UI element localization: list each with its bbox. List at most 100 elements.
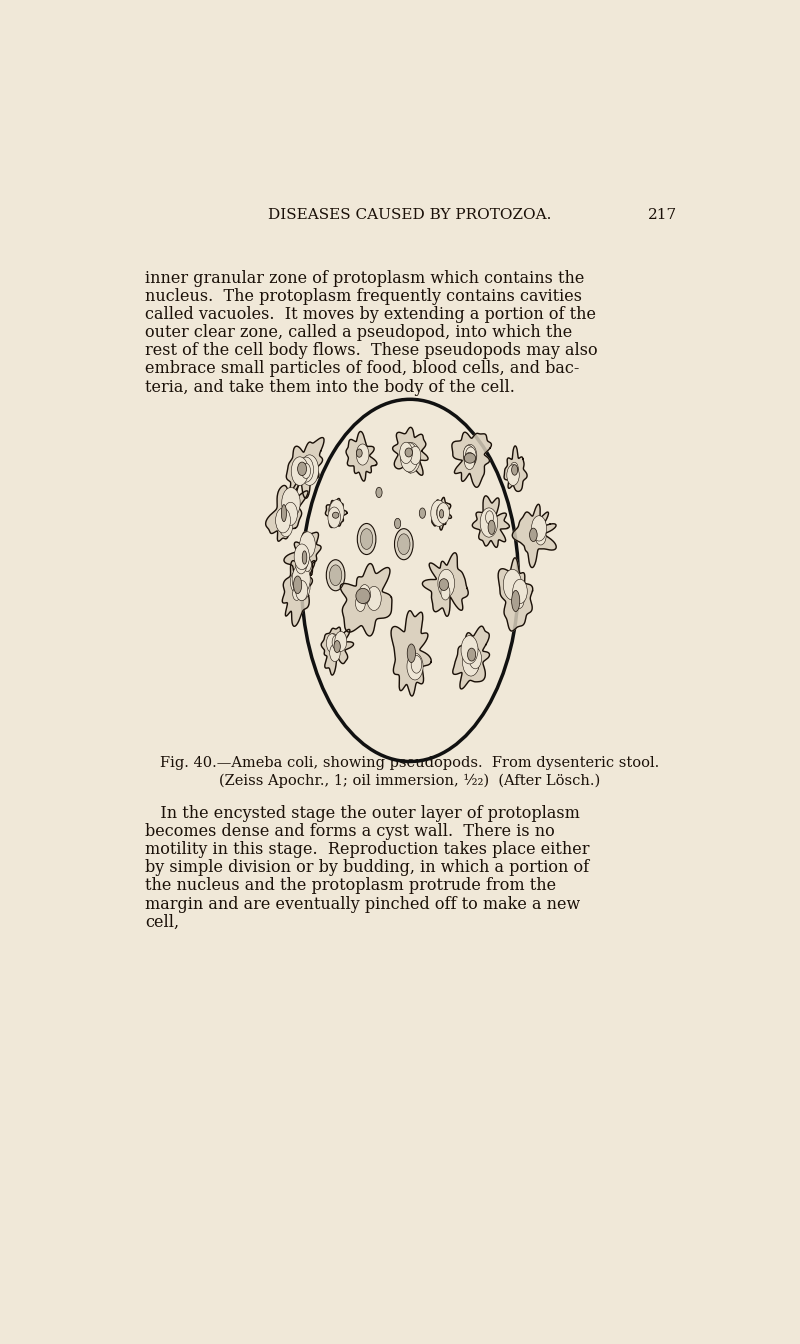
Circle shape <box>300 454 318 485</box>
Circle shape <box>461 636 478 664</box>
Circle shape <box>328 633 338 652</box>
Ellipse shape <box>334 641 340 653</box>
Circle shape <box>463 445 477 466</box>
Circle shape <box>469 648 482 669</box>
Circle shape <box>326 634 338 653</box>
Text: motility in this stage.  Reproduction takes place either: motility in this stage. Reproduction tak… <box>146 841 590 859</box>
Circle shape <box>407 653 423 680</box>
Circle shape <box>299 554 308 569</box>
Circle shape <box>326 559 345 591</box>
Polygon shape <box>453 626 490 689</box>
Circle shape <box>359 585 370 603</box>
Circle shape <box>355 595 366 612</box>
Circle shape <box>468 644 478 661</box>
Circle shape <box>290 570 304 594</box>
Polygon shape <box>340 563 392 636</box>
Circle shape <box>293 587 301 601</box>
Circle shape <box>367 586 382 610</box>
Circle shape <box>277 516 286 532</box>
Text: becomes dense and forms a cyst wall.  There is no: becomes dense and forms a cyst wall. The… <box>146 823 555 840</box>
Text: by simple division or by budding, in which a portion of: by simple division or by budding, in whi… <box>146 859 590 876</box>
Ellipse shape <box>356 589 370 603</box>
Circle shape <box>332 636 341 649</box>
Ellipse shape <box>467 648 476 661</box>
Circle shape <box>507 465 519 485</box>
Circle shape <box>302 464 310 478</box>
Ellipse shape <box>356 449 362 457</box>
Circle shape <box>462 648 479 676</box>
Circle shape <box>535 527 546 544</box>
Circle shape <box>400 442 413 464</box>
Ellipse shape <box>512 590 520 612</box>
Text: Fig. 40.—Ameba coli, showing pseudopods.  From dysenteric stool.: Fig. 40.—Ameba coli, showing pseudopods.… <box>160 757 660 770</box>
Circle shape <box>329 503 338 517</box>
Circle shape <box>431 500 446 527</box>
Polygon shape <box>346 431 377 481</box>
Circle shape <box>513 581 524 599</box>
Text: the nucleus and the protoplasm protrude from the: the nucleus and the protoplasm protrude … <box>146 878 556 894</box>
Circle shape <box>438 570 454 597</box>
Circle shape <box>329 500 344 524</box>
Circle shape <box>295 555 306 574</box>
Circle shape <box>356 444 369 465</box>
Circle shape <box>330 564 342 586</box>
Circle shape <box>358 523 376 555</box>
Text: rest of the cell body flows.  These pseudopods may also: rest of the cell body flows. These pseud… <box>146 343 598 359</box>
Circle shape <box>298 457 314 482</box>
Text: inner granular zone of protoplasm which contains the: inner granular zone of protoplasm which … <box>146 270 585 286</box>
Ellipse shape <box>530 528 537 542</box>
Circle shape <box>465 448 476 466</box>
Polygon shape <box>282 543 315 626</box>
Polygon shape <box>322 628 354 675</box>
Polygon shape <box>326 499 347 527</box>
Circle shape <box>361 528 373 550</box>
Polygon shape <box>504 446 527 492</box>
Text: outer clear zone, called a pseudopod, into which the: outer clear zone, called a pseudopod, in… <box>146 324 573 341</box>
Polygon shape <box>498 558 533 632</box>
Circle shape <box>511 579 520 594</box>
Circle shape <box>358 448 366 462</box>
Ellipse shape <box>302 551 307 564</box>
Polygon shape <box>452 433 491 488</box>
Circle shape <box>510 462 518 476</box>
Circle shape <box>436 508 444 523</box>
Ellipse shape <box>512 465 518 476</box>
Ellipse shape <box>298 462 306 476</box>
Circle shape <box>284 503 298 526</box>
Circle shape <box>299 461 310 478</box>
Text: cell,: cell, <box>146 914 179 930</box>
Ellipse shape <box>439 579 449 590</box>
Polygon shape <box>393 427 428 476</box>
Circle shape <box>441 585 450 599</box>
Circle shape <box>282 488 300 519</box>
Ellipse shape <box>282 504 286 521</box>
Ellipse shape <box>294 577 302 594</box>
Circle shape <box>466 448 476 465</box>
Circle shape <box>296 581 308 601</box>
Circle shape <box>402 442 420 473</box>
Text: called vacuoles.  It moves by extending a portion of the: called vacuoles. It moves by extending a… <box>146 306 596 323</box>
Circle shape <box>294 573 310 601</box>
Circle shape <box>279 515 293 536</box>
Circle shape <box>503 570 522 599</box>
Circle shape <box>464 452 474 469</box>
Circle shape <box>294 544 310 570</box>
Text: (Zeiss Apochr., 1; oil immersion, ½₂)  (After Lösch.): (Zeiss Apochr., 1; oil immersion, ½₂) (A… <box>219 774 601 789</box>
Polygon shape <box>512 504 556 567</box>
Ellipse shape <box>439 509 444 517</box>
Polygon shape <box>422 552 468 617</box>
Circle shape <box>437 504 446 520</box>
Circle shape <box>303 558 311 571</box>
Ellipse shape <box>464 453 476 464</box>
Ellipse shape <box>333 512 339 519</box>
Circle shape <box>486 511 494 524</box>
Polygon shape <box>286 438 324 499</box>
Text: DISEASES CAUSED BY PROTOZOA.: DISEASES CAUSED BY PROTOZOA. <box>268 208 552 222</box>
Circle shape <box>334 632 346 652</box>
Polygon shape <box>284 532 321 578</box>
Text: In the encysted stage the outer layer of protoplasm: In the encysted stage the outer layer of… <box>146 805 580 823</box>
Text: nucleus.  The protoplasm frequently contains cavities: nucleus. The protoplasm frequently conta… <box>146 288 582 305</box>
Circle shape <box>513 590 524 609</box>
Circle shape <box>467 653 479 673</box>
Circle shape <box>292 564 310 594</box>
